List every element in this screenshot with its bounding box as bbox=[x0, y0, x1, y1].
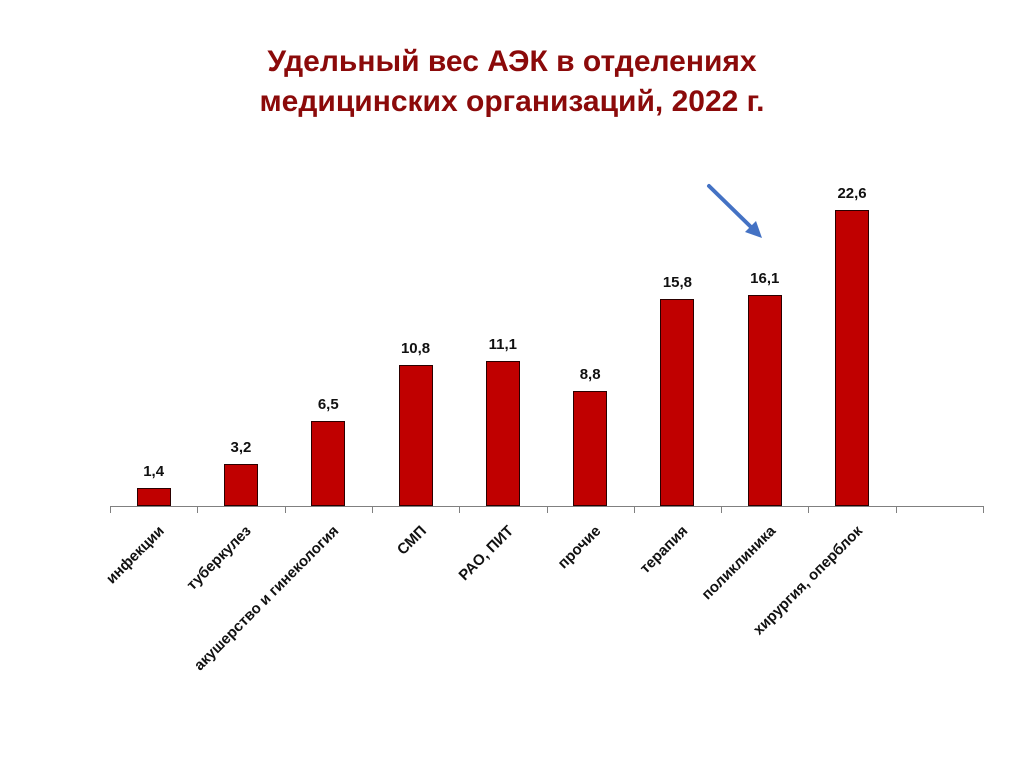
data-label: 1,4 bbox=[143, 462, 165, 480]
bar bbox=[223, 464, 258, 506]
data-label: 16,1 bbox=[750, 270, 780, 288]
data-label: 15,8 bbox=[662, 274, 693, 292]
x-axis-tick bbox=[459, 506, 461, 513]
x-axis-tick bbox=[197, 506, 199, 513]
x-axis-tick bbox=[808, 506, 810, 513]
x-axis-tick bbox=[633, 506, 635, 513]
data-label: 10,8 bbox=[400, 339, 431, 357]
bar bbox=[573, 390, 608, 506]
data-label: 3,2 bbox=[230, 439, 252, 457]
x-axis-tick bbox=[284, 506, 286, 513]
bar bbox=[835, 210, 870, 506]
x-axis-tick bbox=[371, 506, 373, 513]
bar bbox=[660, 299, 695, 506]
data-label: 22,6 bbox=[837, 185, 867, 202]
data-label: 11,1 bbox=[488, 335, 518, 353]
data-label: 6,5 bbox=[317, 395, 339, 413]
bar bbox=[398, 364, 433, 506]
bar bbox=[311, 420, 346, 506]
bar bbox=[136, 487, 171, 506]
x-axis-tick bbox=[983, 506, 984, 513]
data-label: 8,8 bbox=[579, 365, 601, 383]
bar bbox=[747, 295, 782, 506]
x-axis-tick bbox=[895, 506, 897, 513]
x-axis-tick bbox=[721, 506, 723, 513]
title-line-2: медицинских организаций, 2022 г. bbox=[259, 85, 765, 118]
chart-title: Удельный вес АЭК в отделениях медицински… bbox=[0, 42, 1024, 122]
bar bbox=[485, 360, 520, 506]
x-axis-tick bbox=[110, 506, 111, 513]
title-line-1: Удельный вес АЭК в отделениях bbox=[267, 45, 757, 78]
x-axis-tick bbox=[546, 506, 548, 513]
